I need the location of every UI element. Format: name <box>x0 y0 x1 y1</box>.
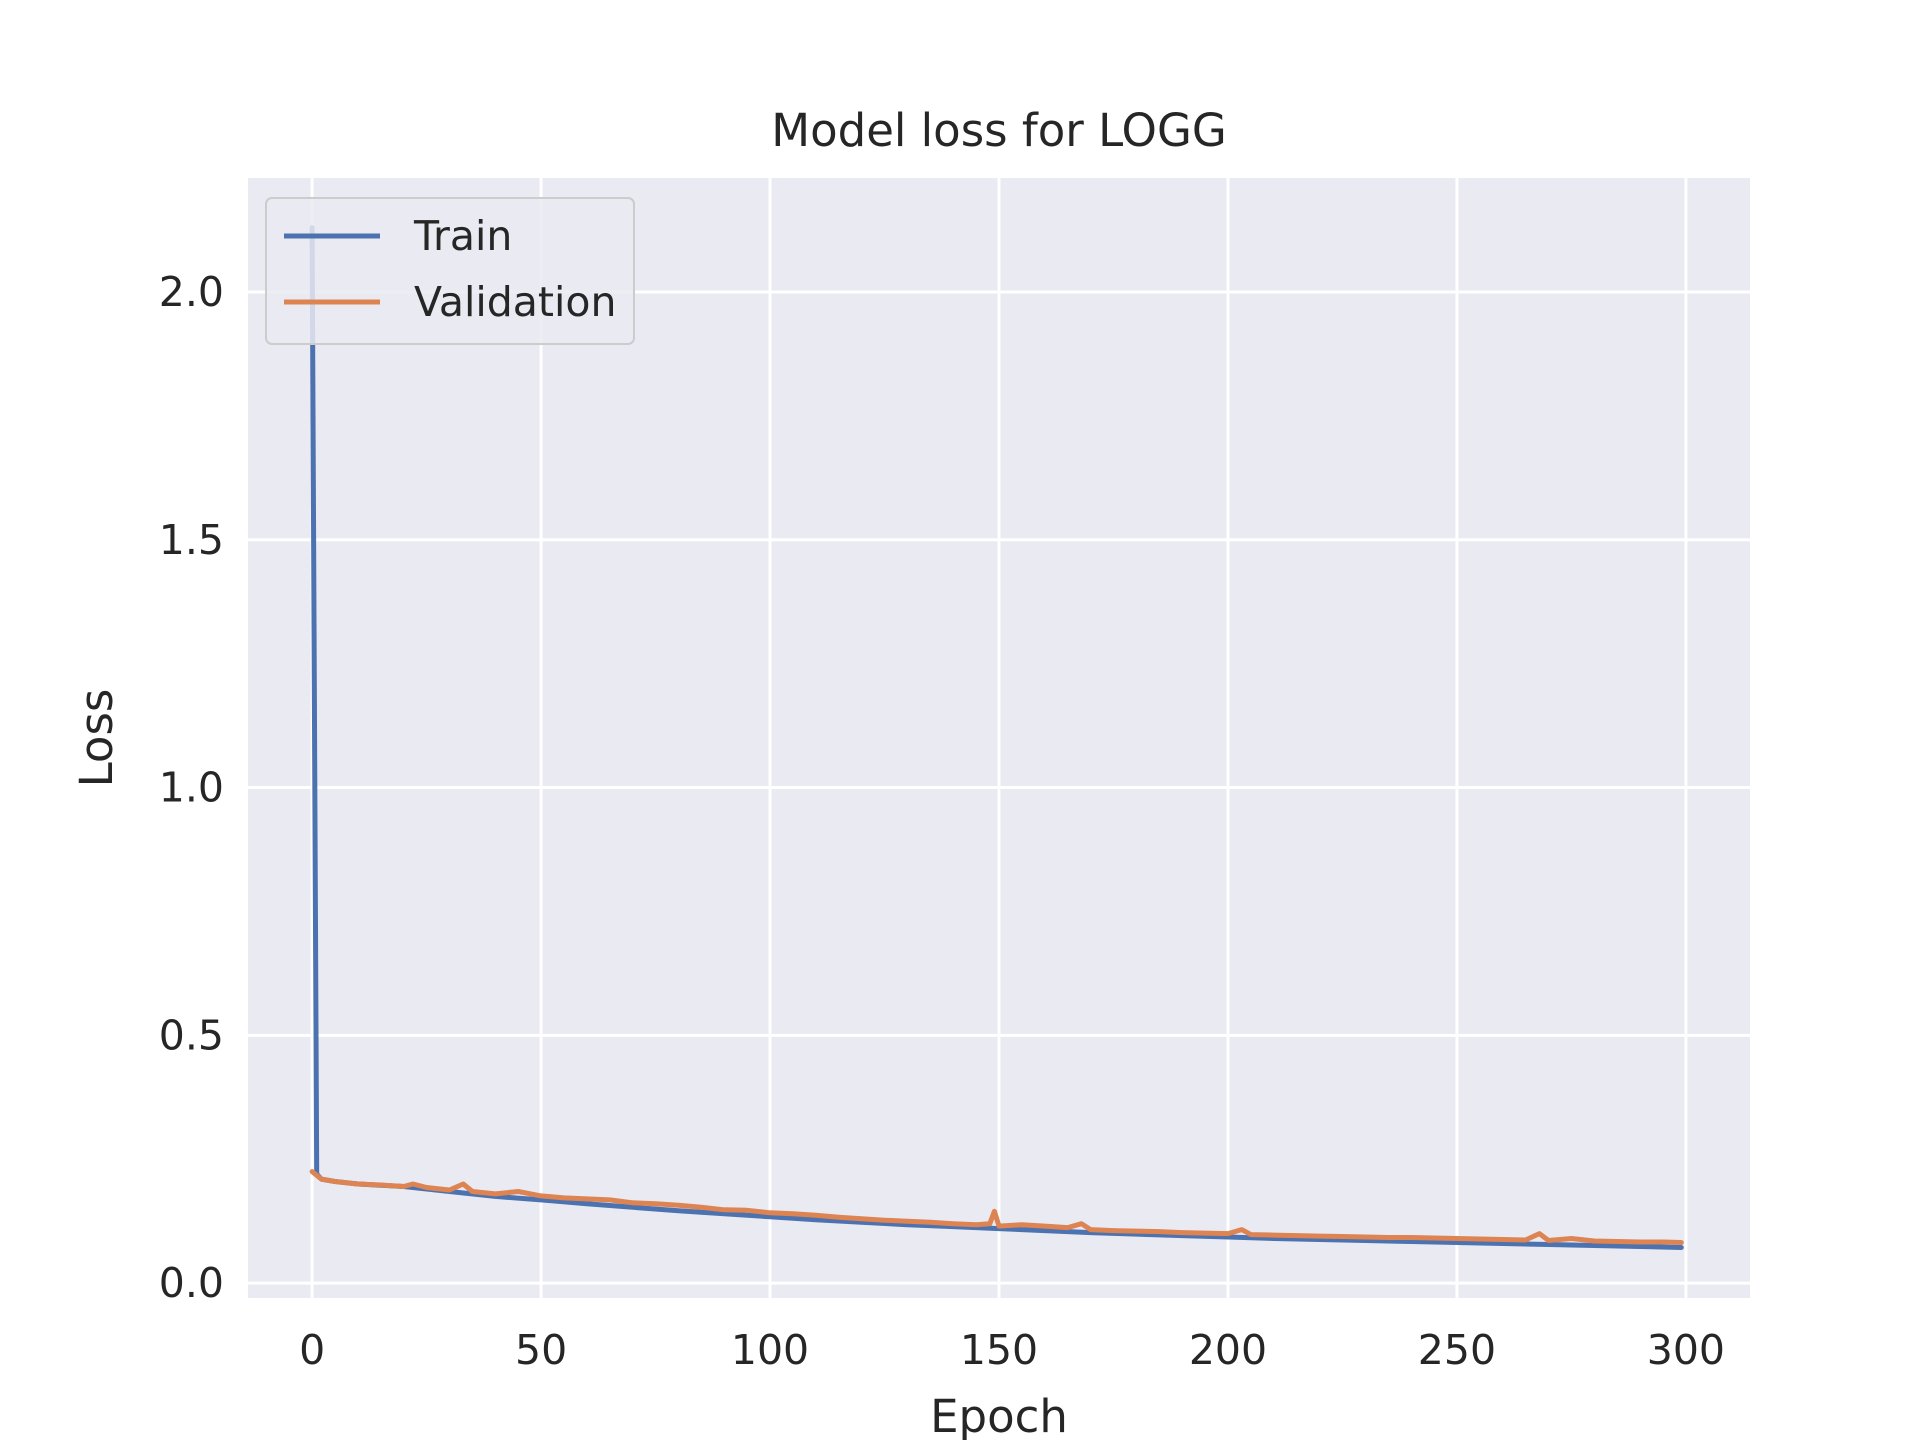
x-tick-label: 300 <box>1647 1326 1725 1374</box>
legend-label-train: Train <box>413 212 512 260</box>
y-tick-label: 0.0 <box>159 1259 224 1307</box>
x-tick-label: 0 <box>299 1326 325 1374</box>
y-tick-labels: 0.0 0.5 1.0 1.5 2.0 <box>159 268 224 1307</box>
chart-title: Model loss for LOGG <box>771 104 1226 157</box>
y-tick-label: 2.0 <box>159 268 224 316</box>
x-tick-label: 250 <box>1418 1326 1496 1374</box>
x-tick-label: 50 <box>515 1326 567 1374</box>
y-tick-label: 1.5 <box>159 516 224 564</box>
x-tick-label: 200 <box>1189 1326 1267 1374</box>
y-tick-label: 1.0 <box>159 764 224 812</box>
gridlines <box>248 178 1750 1298</box>
x-tick-label: 100 <box>731 1326 809 1374</box>
legend: Train Validation <box>265 197 635 345</box>
series-lines <box>309 225 1684 1250</box>
series-line-validation <box>309 1169 1684 1245</box>
x-tick-labels: 0 50 100 150 200 250 300 <box>299 1326 1725 1374</box>
x-tick-label: 150 <box>960 1326 1038 1374</box>
y-axis-label: Loss <box>70 689 123 788</box>
y-tick-label: 0.5 <box>159 1011 224 1059</box>
x-axis-label: Epoch <box>930 1390 1068 1440</box>
legend-label-validation: Validation <box>414 278 616 326</box>
